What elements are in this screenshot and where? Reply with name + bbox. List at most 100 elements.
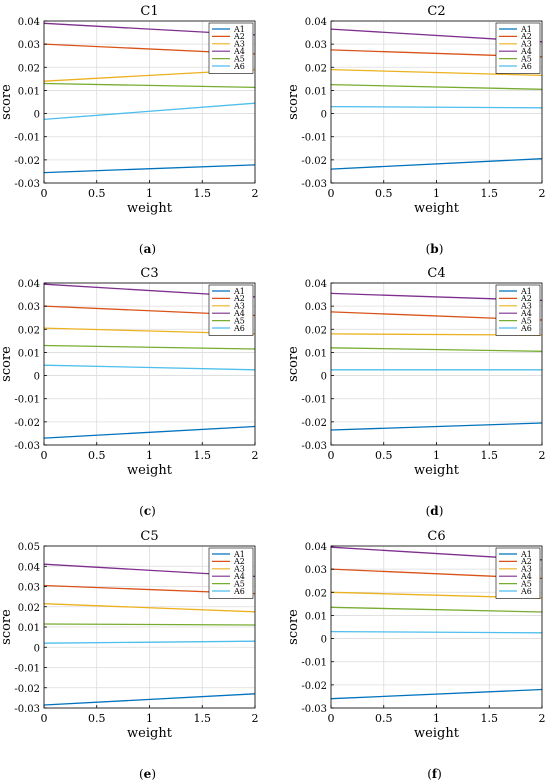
x-tick-label: 1 — [433, 449, 440, 462]
chart-c6: 0 0.5 1 1.5 2 -0.03 -0.02 -0.01 0 0.01 0.02 0.03 0.0… — [286, 529, 546, 780]
series-line-a5 — [330, 347, 543, 352]
y-tick-label: 0.03 — [305, 40, 327, 51]
x-tick-label: 0 — [41, 712, 48, 725]
y-tick-label: -0.03 — [301, 704, 327, 715]
legend-label-a4: A4 — [520, 47, 532, 56]
y-axis-label: score — [286, 609, 301, 645]
chart-c4: 0 0.5 1 1.5 2 -0.03 -0.02 -0.01 0 0.01 0.02 0.03 0.0… — [286, 266, 546, 518]
x-tick-label: 2 — [252, 712, 259, 725]
legend-box — [208, 22, 254, 74]
panel-caption: (d) — [426, 504, 444, 518]
x-tick-label: 0 — [41, 187, 48, 200]
legend-label-a6: A6 — [520, 62, 532, 71]
y-axis-label: score — [0, 346, 14, 382]
panel-caption: (b) — [426, 242, 444, 256]
x-tick-label: 0 — [328, 712, 335, 725]
y-tick-label: 0.04 — [305, 542, 327, 553]
y-tick-label: -0.01 — [301, 395, 327, 406]
chart-title: C4 — [427, 266, 445, 281]
x-axis-label: weight — [414, 726, 460, 741]
legend-label-a3: A3 — [520, 40, 532, 49]
y-tick-label: 0.02 — [18, 325, 40, 336]
y-tick-label: 0.02 — [18, 63, 40, 74]
legend-label-a2: A2 — [233, 557, 245, 566]
series-line-a5 — [43, 344, 256, 350]
x-tick-label: 0.5 — [375, 187, 393, 200]
legend-box — [208, 284, 254, 336]
legend-label-a2: A2 — [520, 32, 532, 41]
series-line-a1 — [43, 164, 256, 174]
legend-box — [495, 547, 541, 599]
y-tick-label: -0.03 — [14, 179, 40, 190]
legend-label-a3: A3 — [233, 40, 245, 49]
legend-label-a2: A2 — [233, 32, 245, 41]
y-tick-label: 0.01 — [305, 611, 327, 622]
y-tick-label: -0.03 — [301, 441, 327, 452]
x-tick-label: 1.5 — [481, 187, 499, 200]
chart-c1: 0 0.5 1 1.5 2 -0.03 -0.02 -0.01 0 0.01 0.02 0.03 0.0… — [0, 4, 259, 256]
legend-label-a4: A4 — [520, 309, 532, 318]
legend-label-a5: A5 — [233, 316, 245, 325]
legend-label-a6: A6 — [233, 587, 245, 596]
y-tick-label: 0.04 — [18, 17, 40, 28]
legend-label-a6: A6 — [520, 324, 532, 333]
legend-label-a1: A1 — [233, 550, 245, 559]
x-tick-label: 1 — [433, 712, 440, 725]
chart-c2: 0 0.5 1 1.5 2 -0.03 -0.02 -0.01 0 0.01 0.02 0.03 0.0… — [286, 4, 546, 256]
chart-c5: 0 0.5 1 1.5 2 -0.03 -0.02 -0.01 0 0.01 0.02 0.03 0.0… — [0, 529, 259, 780]
x-tick-label: 0 — [328, 449, 335, 462]
panel-caption: (a) — [139, 242, 156, 256]
x-axis-label: weight — [127, 726, 173, 741]
x-tick-label: 2 — [252, 187, 259, 200]
y-tick-label: 0.03 — [305, 302, 327, 313]
y-tick-label: -0.02 — [14, 156, 40, 167]
y-tick-label: -0.01 — [301, 658, 327, 669]
y-tick-label: 0.05 — [18, 542, 40, 553]
panel-caption: (f) — [427, 767, 442, 780]
y-tick-label: -0.03 — [301, 179, 327, 190]
legend-label-a3: A3 — [520, 565, 532, 574]
y-tick-label: -0.02 — [301, 681, 327, 692]
legend-label-a2: A2 — [520, 557, 532, 566]
x-tick-label: 0.5 — [88, 712, 106, 725]
panel-caption: (e) — [139, 767, 156, 780]
legend-label-a6: A6 — [233, 62, 245, 71]
x-tick-label: 0 — [41, 449, 48, 462]
legend-label-a5: A5 — [233, 579, 245, 588]
x-tick-label: 0.5 — [88, 187, 106, 200]
x-axis-label: weight — [414, 463, 460, 478]
series-line-a1 — [330, 158, 543, 170]
legend-label-a3: A3 — [233, 302, 245, 311]
y-tick-label: -0.02 — [301, 156, 327, 167]
legend-label-a1: A1 — [520, 287, 532, 296]
chart-title: C2 — [427, 4, 445, 19]
y-axis-label: score — [286, 84, 301, 120]
y-tick-label: -0.03 — [14, 704, 40, 715]
y-tick-label: 0.01 — [18, 623, 40, 634]
legend-label-a2: A2 — [233, 294, 245, 303]
y-tick-label: -0.01 — [14, 395, 40, 406]
legend-label-a4: A4 — [233, 47, 245, 56]
y-tick-label: 0 — [34, 643, 40, 654]
legend-label-a1: A1 — [520, 25, 532, 34]
y-tick-label: 0.02 — [305, 325, 327, 336]
y-tick-label: 0 — [321, 110, 327, 121]
y-tick-label: 0.04 — [18, 562, 40, 573]
y-tick-label: -0.01 — [14, 133, 40, 144]
x-tick-label: 1 — [146, 449, 153, 462]
y-tick-label: 0.02 — [305, 588, 327, 599]
y-axis-label: score — [286, 346, 301, 382]
x-tick-label: 1 — [146, 712, 153, 725]
y-tick-label: -0.02 — [14, 684, 40, 695]
series-line-a1 — [43, 425, 256, 439]
y-tick-label: 0.03 — [18, 583, 40, 594]
x-tick-label: 2 — [539, 449, 546, 462]
legend-box — [495, 22, 541, 74]
legend-label-a1: A1 — [233, 25, 245, 34]
y-tick-label: 0.01 — [18, 86, 40, 97]
x-axis-label: weight — [127, 201, 173, 216]
y-tick-label: 0.01 — [18, 348, 40, 359]
x-tick-label: 1.5 — [481, 449, 499, 462]
